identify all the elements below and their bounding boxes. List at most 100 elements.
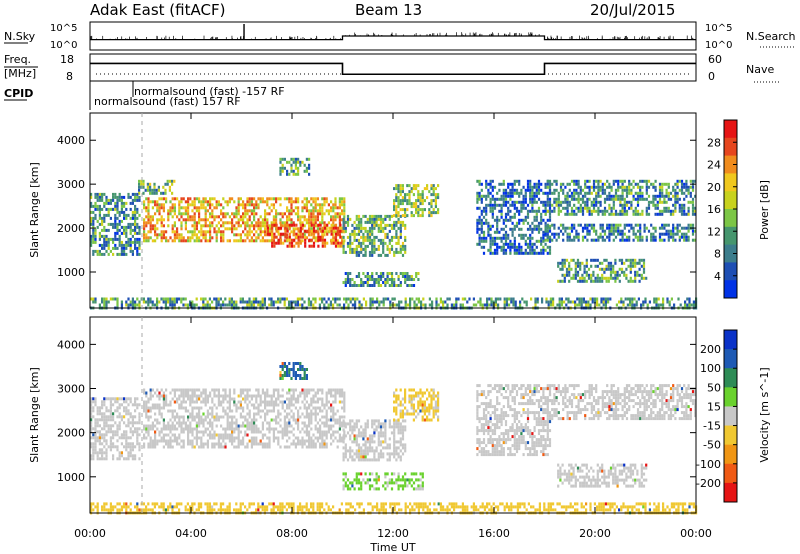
velocity-cell (266, 388, 269, 392)
power-cell (546, 194, 549, 198)
velocity-cell (178, 388, 181, 392)
power-cell (129, 207, 132, 211)
velocity-cell (268, 430, 271, 434)
power-cell (349, 217, 352, 221)
power-cell (526, 221, 530, 225)
power-cell (272, 303, 275, 307)
power-cell (632, 179, 635, 183)
power-cell (129, 249, 132, 253)
power-cell (308, 244, 311, 248)
velocity-cell (158, 412, 161, 416)
power-cell (694, 194, 697, 198)
power-cell (270, 297, 273, 301)
power-cell (533, 224, 536, 228)
power-cell (603, 206, 607, 210)
power-cell (524, 242, 527, 246)
power-cell (138, 231, 141, 235)
power-cell (357, 284, 361, 287)
power-cell (301, 227, 304, 231)
power-cell (263, 300, 266, 304)
power-cell (531, 206, 534, 210)
power-cell (220, 212, 223, 216)
power-cell (614, 258, 617, 262)
power-cell (548, 185, 552, 189)
velocity-cell (217, 415, 220, 419)
power-cell (371, 244, 374, 248)
power-cell (628, 182, 631, 186)
power-cell (628, 238, 631, 242)
power-cell (667, 223, 670, 227)
power-cell (455, 303, 458, 307)
power-cell (364, 275, 367, 278)
power-cell (562, 188, 565, 192)
power-cell (491, 206, 494, 210)
velocity-cell (261, 421, 264, 425)
power-cell (472, 297, 475, 301)
power-cell (601, 273, 604, 277)
power-cell (114, 222, 117, 226)
power-cell (408, 193, 411, 197)
power-cell (628, 223, 631, 227)
power-cell (160, 236, 163, 240)
power-cell (92, 225, 95, 229)
velocity-cell (204, 418, 207, 422)
power-cell (507, 194, 510, 198)
power-cell (321, 197, 324, 201)
power-cell (422, 297, 425, 301)
velocity-cell (195, 436, 198, 440)
power-cell (90, 237, 93, 241)
power-cell (138, 179, 141, 183)
power-cell (513, 239, 516, 243)
power-cell (330, 209, 333, 213)
power-cell (485, 197, 488, 201)
power-cell (90, 222, 93, 226)
power-cell (217, 297, 220, 301)
power-cell (368, 232, 372, 236)
power-cell (610, 212, 613, 216)
power-cell (112, 225, 115, 229)
power-cell (557, 209, 560, 213)
velocity-cell (250, 439, 253, 443)
velocity-cell (286, 415, 289, 419)
power-cell (351, 297, 354, 301)
power-cell (195, 303, 198, 307)
power-cell (689, 194, 692, 198)
power-cell (548, 215, 552, 219)
power-cell (581, 235, 585, 239)
velocity-cell (176, 421, 179, 425)
power-cell (685, 235, 688, 239)
power-cell (328, 229, 331, 233)
power-cell (297, 227, 300, 231)
power-cell (513, 203, 516, 207)
power-cell (167, 300, 170, 304)
velocity-cell (200, 430, 203, 434)
power-cell (253, 197, 256, 201)
power-cell (559, 182, 563, 186)
power-cell (362, 232, 365, 236)
velocity-cell (259, 403, 262, 407)
power-cell (631, 300, 634, 304)
power-cell (621, 229, 624, 233)
velocity-cell (239, 388, 242, 392)
power-cell (138, 191, 141, 195)
power-cell (98, 198, 101, 202)
velocity-cell (268, 424, 271, 428)
velocity-cell (200, 400, 203, 404)
power-cell (404, 196, 407, 200)
power-cell (373, 238, 376, 242)
velocity-cell (272, 394, 275, 398)
velocity-cell (259, 400, 262, 404)
power-cell (588, 223, 591, 227)
power-cell (566, 226, 569, 230)
power-cell (544, 232, 547, 236)
power-cell (526, 227, 530, 231)
power-cell (687, 226, 690, 230)
power-cell (656, 194, 659, 198)
velocity-cell (233, 391, 236, 395)
power-cell (248, 230, 251, 234)
power-cell (281, 169, 284, 173)
power-cell (504, 200, 508, 204)
power-cell (323, 197, 326, 201)
velocity-cell (288, 412, 291, 416)
power-cell (410, 205, 413, 209)
